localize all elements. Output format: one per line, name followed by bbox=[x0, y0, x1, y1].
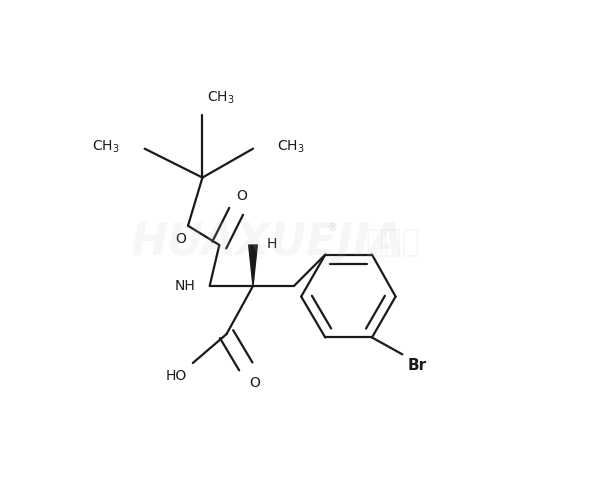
Text: 化学加: 化学加 bbox=[365, 228, 420, 257]
Text: CH$_3$: CH$_3$ bbox=[92, 139, 119, 155]
Text: O: O bbox=[250, 376, 261, 390]
Text: CH$_3$: CH$_3$ bbox=[207, 90, 234, 106]
Text: H: H bbox=[266, 237, 277, 250]
Text: NH: NH bbox=[174, 279, 195, 293]
Text: O: O bbox=[175, 231, 185, 245]
Text: ®: ® bbox=[327, 223, 337, 233]
Text: O: O bbox=[236, 189, 247, 202]
Polygon shape bbox=[248, 245, 258, 286]
Text: HO: HO bbox=[166, 369, 187, 383]
Text: Br: Br bbox=[408, 358, 427, 373]
Text: CH$_3$: CH$_3$ bbox=[277, 139, 305, 155]
Text: HUAXUEJIA: HUAXUEJIA bbox=[130, 221, 405, 264]
